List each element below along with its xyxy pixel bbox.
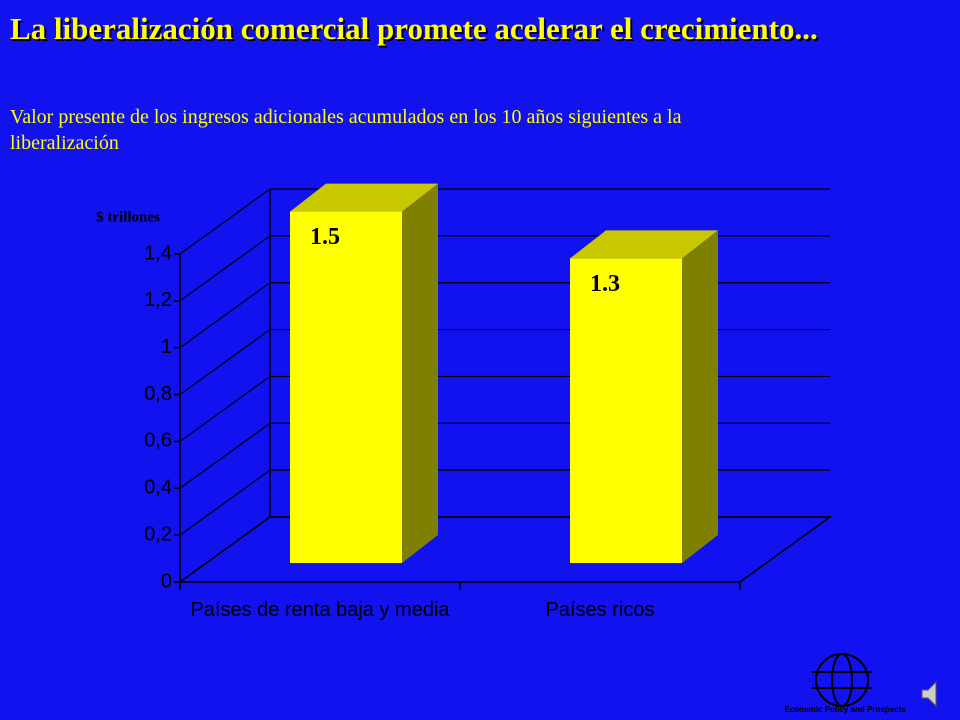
y-tick-label: 0 [161,570,172,592]
y-tick-label: 0,2 [144,523,172,545]
logo: Economic Policy and Prospects [784,653,906,714]
grid-line [179,375,271,442]
grid-line [179,329,271,396]
bar-top [570,230,718,259]
y-tick-label: 1,4 [144,242,172,264]
y-tick-label: 1,2 [144,289,172,311]
logo-text: Economic Policy and Prospects [784,705,906,714]
bar-top [290,183,438,212]
value-label: 1.3 [590,271,620,297]
floor [177,516,833,583]
subtitle: Valor presente de los ingresos adicional… [10,106,682,154]
value-label: 1.5 [310,224,340,250]
slide-title: La liberalización comercial promete acel… [10,11,818,46]
y-axis-label: $ trillones [96,209,160,225]
bar [290,211,402,564]
grid-line [179,188,271,255]
y-tick-label: 0,6 [144,430,172,452]
x-tick-label: Países ricos [545,599,655,621]
grid-line [179,422,271,489]
grid-line [179,282,271,349]
bar [570,258,682,563]
grid-line [179,469,271,536]
y-tick-label: 0,8 [144,383,172,405]
speaker-icon [921,680,937,708]
x-tick-label: Países de renta baja y media [190,599,450,621]
grid-line [179,516,271,583]
bar-side [402,183,438,564]
bar-side [682,230,718,563]
y-tick-label: 1 [161,336,172,358]
grid-line [179,235,271,302]
y-tick-label: 0,4 [144,477,172,499]
